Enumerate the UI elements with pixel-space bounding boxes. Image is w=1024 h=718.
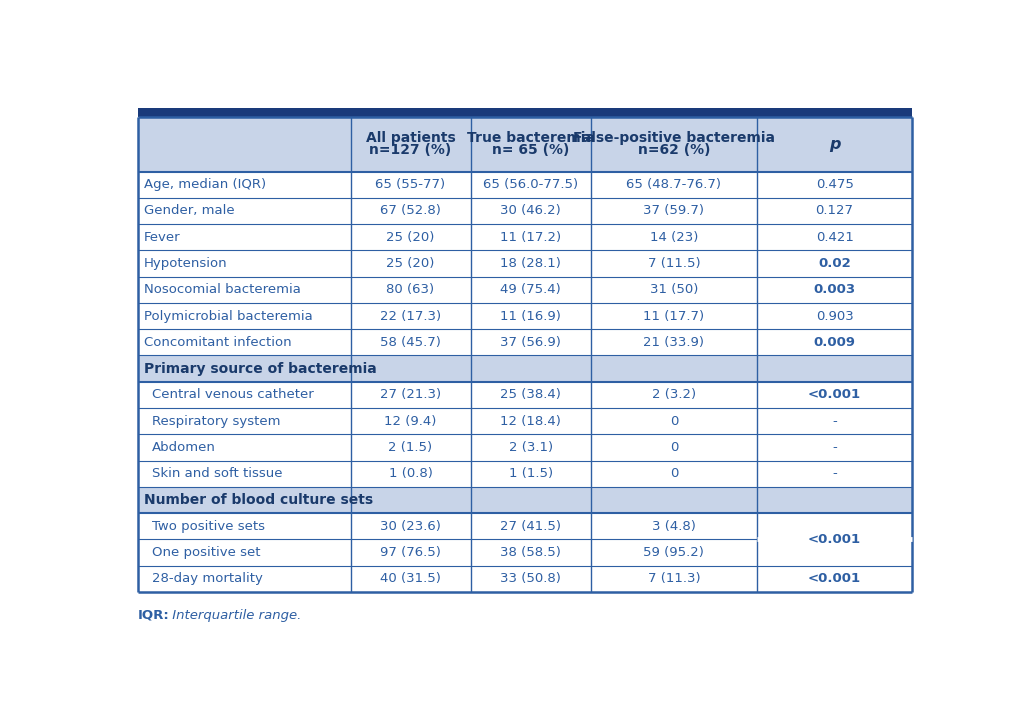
Text: All patients: All patients — [366, 131, 456, 145]
Text: 0: 0 — [670, 415, 678, 428]
Bar — [137, 172, 912, 197]
Text: 25 (20): 25 (20) — [386, 257, 435, 270]
Text: 2 (1.5): 2 (1.5) — [388, 441, 432, 454]
Bar — [137, 303, 912, 330]
Bar — [137, 108, 912, 116]
Text: 0.02: 0.02 — [818, 257, 851, 270]
Text: Central venous catheter: Central venous catheter — [152, 388, 313, 401]
Text: 0.009: 0.009 — [814, 336, 856, 349]
Text: 12 (9.4): 12 (9.4) — [384, 415, 437, 428]
Text: 14 (23): 14 (23) — [649, 230, 698, 243]
Text: 3 (4.8): 3 (4.8) — [652, 520, 696, 533]
Text: -: - — [833, 415, 837, 428]
Text: 1 (1.5): 1 (1.5) — [509, 467, 553, 480]
Text: 58 (45.7): 58 (45.7) — [380, 336, 441, 349]
Bar — [137, 224, 912, 251]
Text: Polymicrobial bacteremia: Polymicrobial bacteremia — [143, 309, 312, 322]
Text: 0.903: 0.903 — [816, 309, 853, 322]
Text: 28-day mortality: 28-day mortality — [152, 572, 263, 585]
Text: 11 (16.9): 11 (16.9) — [500, 309, 561, 322]
Bar — [137, 408, 912, 434]
Text: 7 (11.3): 7 (11.3) — [647, 572, 700, 585]
Text: Concomitant infection: Concomitant infection — [143, 336, 292, 349]
Text: Fever: Fever — [143, 230, 180, 243]
Text: 30 (23.6): 30 (23.6) — [380, 520, 441, 533]
Text: 97 (76.5): 97 (76.5) — [380, 546, 441, 559]
Text: Two positive sets: Two positive sets — [152, 520, 265, 533]
Text: n=127 (%): n=127 (%) — [370, 143, 452, 157]
Text: -: - — [833, 441, 837, 454]
Text: 33 (50.8): 33 (50.8) — [500, 572, 561, 585]
Bar — [137, 566, 912, 592]
Text: -: - — [833, 467, 837, 480]
Text: 31 (50): 31 (50) — [649, 284, 698, 297]
Text: One positive set: One positive set — [152, 546, 260, 559]
Bar — [137, 355, 912, 382]
Text: 30 (46.2): 30 (46.2) — [501, 205, 561, 218]
Text: 0.127: 0.127 — [816, 205, 854, 218]
Text: 1 (0.8): 1 (0.8) — [389, 467, 432, 480]
Text: 11 (17.2): 11 (17.2) — [500, 230, 561, 243]
Text: 0: 0 — [670, 441, 678, 454]
Text: 37 (56.9): 37 (56.9) — [500, 336, 561, 349]
Text: 80 (63): 80 (63) — [386, 284, 434, 297]
Text: False-positive bacteremia: False-positive bacteremia — [572, 131, 775, 145]
Bar — [137, 461, 912, 487]
Text: IQR:: IQR: — [137, 609, 169, 622]
Bar — [137, 513, 912, 539]
Text: 0.003: 0.003 — [813, 284, 856, 297]
Text: 21 (33.9): 21 (33.9) — [643, 336, 705, 349]
Text: n= 65 (%): n= 65 (%) — [492, 143, 569, 157]
Bar — [137, 276, 912, 303]
Text: 65 (56.0-77.5): 65 (56.0-77.5) — [483, 178, 579, 191]
Text: n=62 (%): n=62 (%) — [638, 143, 711, 157]
Text: 0.421: 0.421 — [816, 230, 854, 243]
Text: Interquartile range.: Interquartile range. — [168, 609, 301, 622]
Text: 65 (55-77): 65 (55-77) — [376, 178, 445, 191]
Text: 11 (17.7): 11 (17.7) — [643, 309, 705, 322]
Text: 65 (48.7-76.7): 65 (48.7-76.7) — [627, 178, 721, 191]
Text: <0.001: <0.001 — [808, 533, 861, 546]
Text: 25 (20): 25 (20) — [386, 230, 435, 243]
Text: 59 (95.2): 59 (95.2) — [643, 546, 705, 559]
Text: p: p — [828, 136, 841, 151]
Text: 25 (38.4): 25 (38.4) — [500, 388, 561, 401]
Text: 37 (59.7): 37 (59.7) — [643, 205, 705, 218]
Text: 0.475: 0.475 — [816, 178, 854, 191]
Bar — [137, 251, 912, 276]
Bar — [137, 197, 912, 224]
Bar — [137, 330, 912, 355]
Text: Nosocomial bacteremia: Nosocomial bacteremia — [143, 284, 301, 297]
Text: 0: 0 — [670, 467, 678, 480]
Text: 18 (28.1): 18 (28.1) — [500, 257, 561, 270]
Text: Gender, male: Gender, male — [143, 205, 234, 218]
Text: 2 (3.2): 2 (3.2) — [652, 388, 696, 401]
Text: Primary source of bacteremia: Primary source of bacteremia — [143, 362, 377, 376]
Bar — [137, 434, 912, 461]
Text: Number of blood culture sets: Number of blood culture sets — [143, 493, 373, 507]
Text: 22 (17.3): 22 (17.3) — [380, 309, 441, 322]
Bar — [137, 487, 912, 513]
Text: Respiratory system: Respiratory system — [152, 415, 281, 428]
Text: 40 (31.5): 40 (31.5) — [380, 572, 441, 585]
Text: Age, median (IQR): Age, median (IQR) — [143, 178, 266, 191]
Text: 67 (52.8): 67 (52.8) — [380, 205, 441, 218]
Text: True bacteremia: True bacteremia — [467, 131, 595, 145]
Text: 2 (3.1): 2 (3.1) — [509, 441, 553, 454]
Text: 7 (11.5): 7 (11.5) — [647, 257, 700, 270]
Bar — [137, 382, 912, 408]
Text: <0.001: <0.001 — [808, 388, 861, 401]
Text: <0.001: <0.001 — [808, 572, 861, 585]
Text: 49 (75.4): 49 (75.4) — [501, 284, 561, 297]
Text: Skin and soft tissue: Skin and soft tissue — [152, 467, 283, 480]
Text: 12 (18.4): 12 (18.4) — [500, 415, 561, 428]
Text: 27 (21.3): 27 (21.3) — [380, 388, 441, 401]
Text: Abdomen: Abdomen — [152, 441, 216, 454]
Text: 27 (41.5): 27 (41.5) — [500, 520, 561, 533]
Bar — [137, 539, 912, 566]
Text: 38 (58.5): 38 (58.5) — [500, 546, 561, 559]
Text: Hypotension: Hypotension — [143, 257, 227, 270]
